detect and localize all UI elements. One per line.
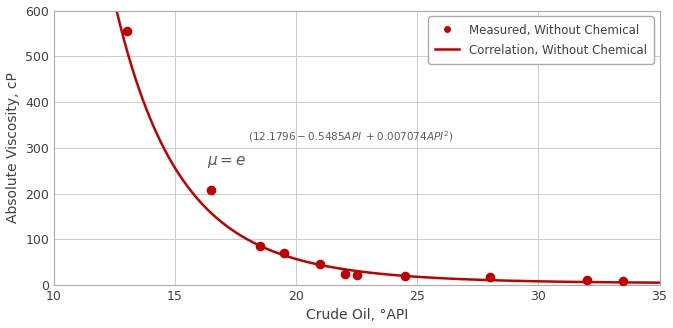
Y-axis label: Absolute Viscosity, cP: Absolute Viscosity, cP — [5, 72, 20, 223]
Point — [279, 250, 289, 256]
Point — [618, 279, 629, 284]
X-axis label: Crude Oil, °API: Crude Oil, °API — [306, 308, 408, 322]
Text: $(12.1796-0.5485API\ +0.007074API^{2})$: $(12.1796-0.5485API\ +0.007074API^{2})$ — [248, 129, 453, 144]
Point — [485, 274, 495, 279]
Point — [206, 188, 217, 193]
Point — [400, 273, 411, 278]
Point — [254, 243, 265, 249]
Point — [315, 261, 326, 266]
Point — [351, 272, 362, 277]
Legend: Measured, Without Chemical, Correlation, Without Chemical: Measured, Without Chemical, Correlation,… — [429, 16, 653, 64]
Point — [121, 29, 132, 34]
Point — [339, 271, 350, 276]
Text: $\mu = e$: $\mu = e$ — [207, 154, 246, 170]
Point — [581, 278, 592, 283]
